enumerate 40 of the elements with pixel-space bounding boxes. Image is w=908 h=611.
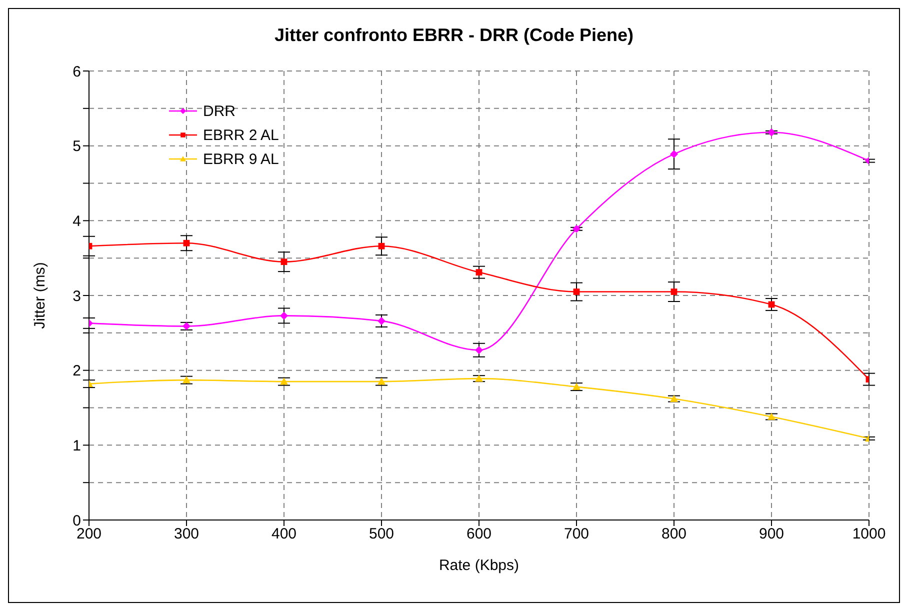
y-tick-label: 4 xyxy=(72,212,81,230)
x-tick-label: 600 xyxy=(466,526,492,543)
y-tick-label: 6 xyxy=(72,63,81,80)
x-tick-label: 400 xyxy=(271,526,297,543)
y-tick-label: 2 xyxy=(72,362,81,380)
point xyxy=(572,224,580,233)
x-tick-label: 700 xyxy=(564,526,590,543)
point xyxy=(280,312,288,320)
y-tick-label: 5 xyxy=(72,138,81,156)
point xyxy=(183,240,190,246)
x-tick-label: 1000 xyxy=(852,526,886,543)
x-tick-label: 800 xyxy=(661,526,687,543)
point xyxy=(670,150,678,158)
y-tick-label: 3 xyxy=(72,288,81,305)
point xyxy=(280,258,288,266)
chart-title: Jitter confronto EBRR - DRR (Code Piene) xyxy=(273,25,634,46)
point xyxy=(475,346,483,354)
point xyxy=(378,378,386,385)
point xyxy=(378,316,386,325)
point xyxy=(572,382,580,390)
point xyxy=(182,322,190,330)
point xyxy=(670,394,678,402)
point xyxy=(768,128,776,136)
point xyxy=(476,269,482,276)
x-tick-label: 900 xyxy=(758,526,784,543)
x-tick-label: 500 xyxy=(368,526,394,543)
point xyxy=(280,378,288,385)
point xyxy=(768,412,776,420)
x-tick-label: 300 xyxy=(174,526,200,543)
y-axis-title: Jitter (ms) xyxy=(31,262,48,329)
legend-label: EBRR 9 AL xyxy=(203,150,279,168)
point xyxy=(475,374,483,382)
legend-label: DRR xyxy=(203,102,236,120)
legend-label: EBRR 2 AL xyxy=(203,126,279,144)
x-axis-title: Rate (Kbps) xyxy=(438,557,520,574)
point xyxy=(670,288,678,295)
point xyxy=(573,288,580,295)
point xyxy=(182,376,190,384)
y-tick-label: 1 xyxy=(72,437,81,454)
point xyxy=(378,242,385,250)
